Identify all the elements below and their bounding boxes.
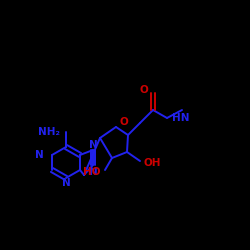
Text: N: N (88, 167, 98, 177)
Text: N: N (35, 150, 44, 160)
Text: N: N (88, 140, 98, 150)
Text: O: O (119, 117, 128, 127)
Text: N: N (62, 178, 70, 188)
Text: O: O (139, 85, 148, 95)
Text: HO: HO (82, 167, 100, 177)
Text: HN: HN (172, 113, 190, 123)
Text: NH₂: NH₂ (38, 127, 60, 137)
Text: OH: OH (144, 158, 162, 168)
